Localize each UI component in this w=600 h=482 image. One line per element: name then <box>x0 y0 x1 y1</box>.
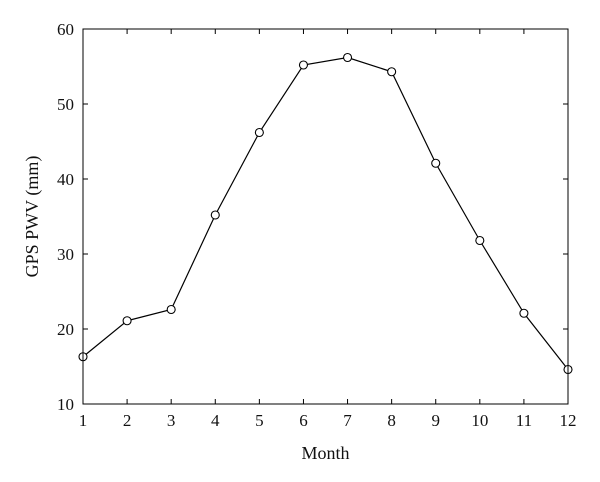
x-tick-label: 8 <box>387 411 396 430</box>
y-tick-label: 30 <box>57 245 74 264</box>
data-point <box>342 52 353 63</box>
x-tick-label: 4 <box>211 411 220 430</box>
x-tick-label: 6 <box>299 411 308 430</box>
y-tick-label: 50 <box>57 95 74 114</box>
plot-area <box>78 52 573 375</box>
x-tick-label: 11 <box>516 411 532 430</box>
data-point <box>210 210 220 220</box>
data-point <box>122 316 132 326</box>
y-tick-label: 60 <box>57 20 74 39</box>
data-point <box>166 304 176 315</box>
x-tick-label: 5 <box>255 411 264 430</box>
data-point <box>387 67 397 77</box>
data-point <box>431 158 441 168</box>
x-tick-label: 9 <box>431 411 440 430</box>
x-axis-label: Month <box>301 443 349 463</box>
y-tick-label: 40 <box>57 170 74 189</box>
x-tick-label: 12 <box>560 411 577 430</box>
y-tick-label: 10 <box>57 395 74 414</box>
series-line <box>82 56 569 370</box>
y-axis-label: GPS PWV (mm) <box>22 156 43 278</box>
y-tick-label: 20 <box>57 320 74 339</box>
data-point <box>254 127 264 138</box>
plot-frame <box>82 28 569 405</box>
x-tick-label: 3 <box>167 411 176 430</box>
data-point <box>519 308 529 318</box>
x-tick-label: 10 <box>471 411 488 430</box>
data-point <box>298 60 309 70</box>
x-tick-label: 7 <box>343 411 352 430</box>
x-tick-label: 1 <box>79 411 88 430</box>
x-tick-label: 2 <box>123 411 132 430</box>
data-point <box>475 235 485 246</box>
